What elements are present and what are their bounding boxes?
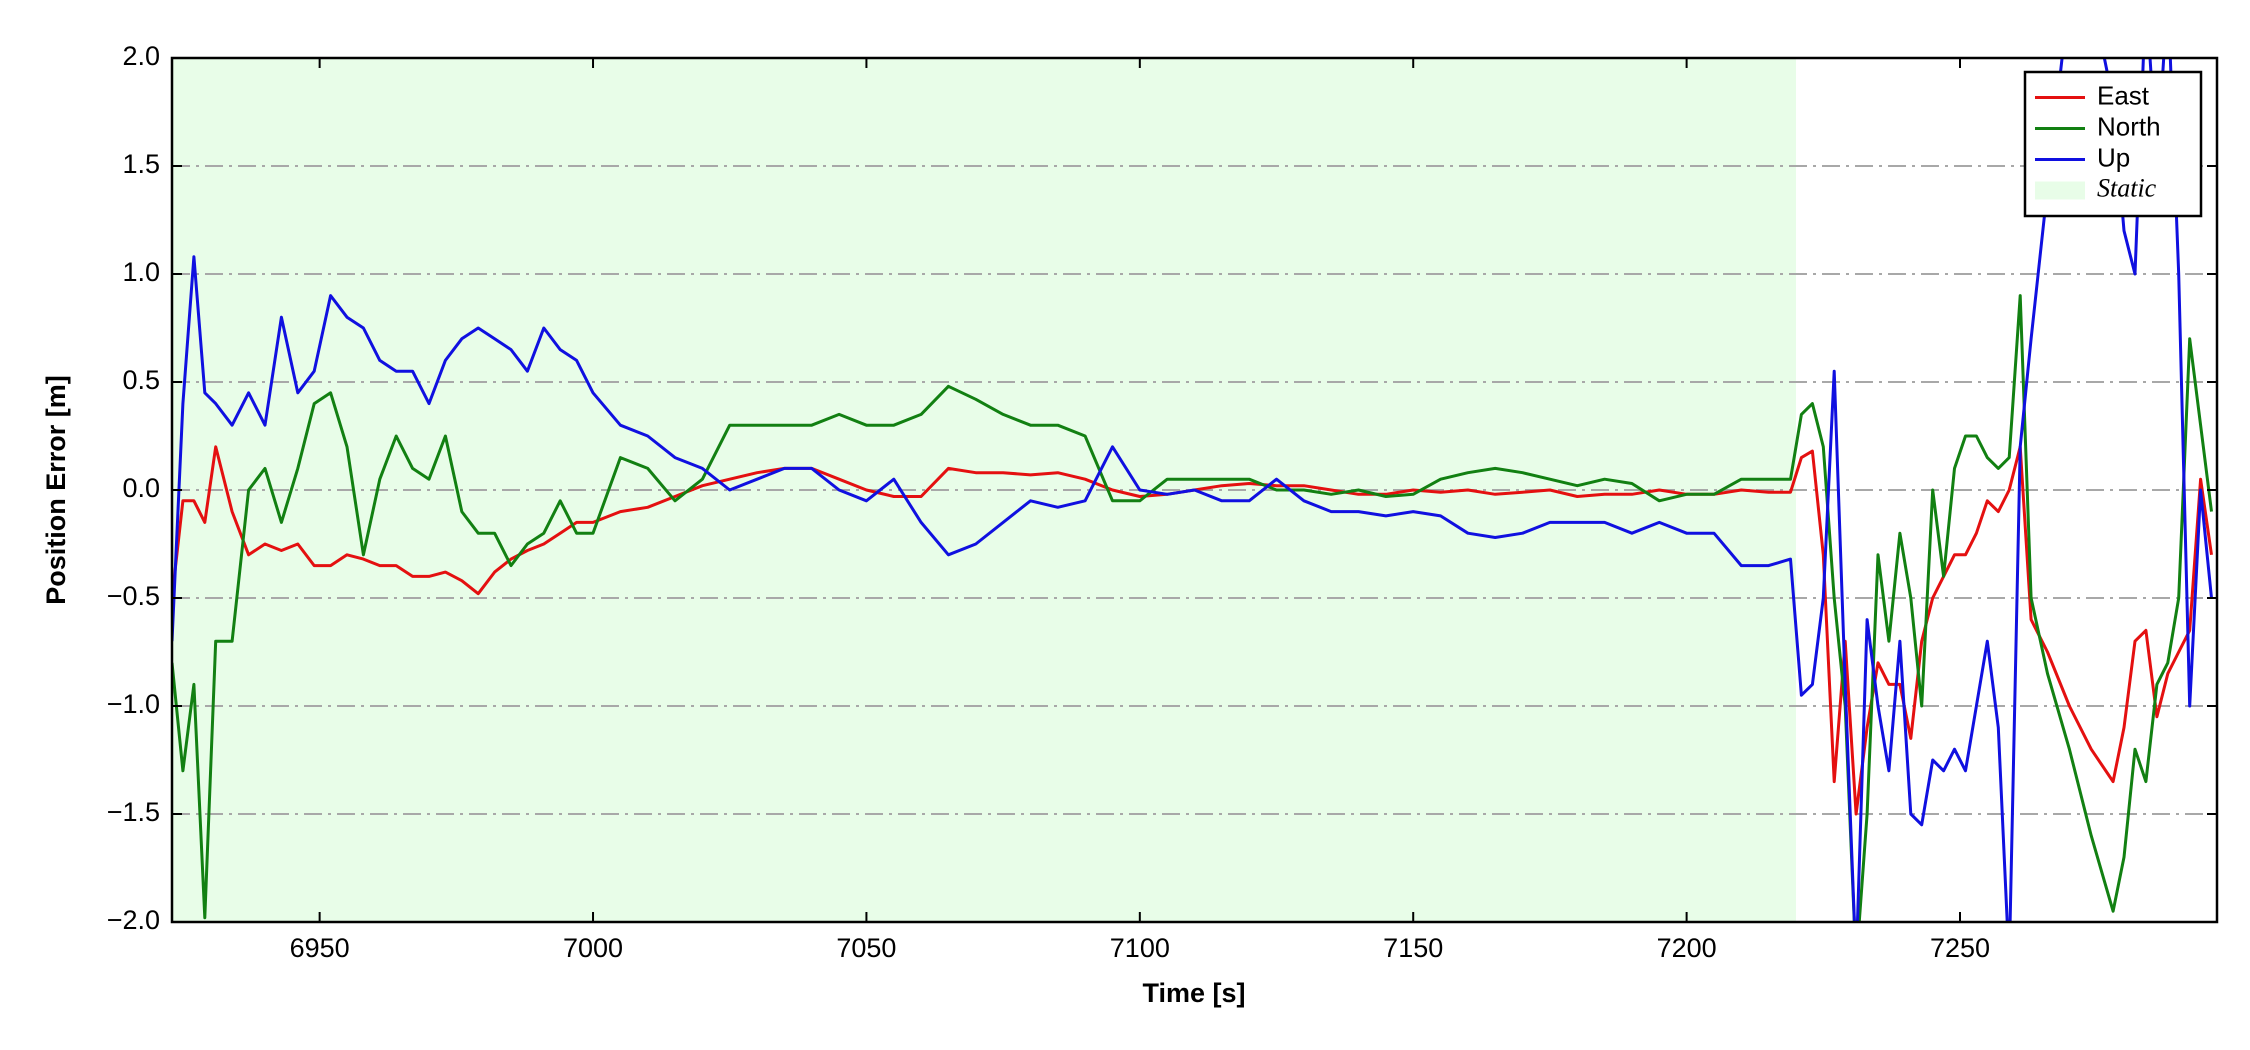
x-tick-label: 7000 — [563, 933, 623, 963]
y-tick-label: 0.5 — [122, 365, 160, 395]
series-line — [172, 58, 2213, 922]
y-tick-label: 2.0 — [122, 41, 160, 71]
series-line — [172, 294, 2213, 922]
x-tick-label: 7150 — [1383, 933, 1443, 963]
legend-label: Static — [2097, 173, 2157, 202]
x-tick-label: 7050 — [836, 933, 896, 963]
y-axis-label: Position Error [m] — [41, 375, 71, 605]
plot-frame — [170, 56, 2219, 924]
x-tick-label: 7100 — [1110, 933, 1170, 963]
plot-lines — [172, 58, 2213, 922]
plot-background — [172, 58, 2217, 922]
legend-label: East — [2097, 80, 2150, 110]
x-tick-label: 7250 — [1930, 933, 1990, 963]
y-tick-label: −1.0 — [107, 689, 160, 719]
y-tick-label: −1.5 — [107, 797, 160, 827]
y-tick-label: −0.5 — [107, 581, 160, 611]
x-axis-label: Time [s] — [1142, 978, 1245, 1008]
y-tick-label: 1.0 — [122, 257, 160, 287]
legend-label: Up — [2097, 142, 2130, 172]
x-tick-label: 7200 — [1657, 933, 1717, 963]
series-line — [172, 445, 2213, 816]
plot-foreground: −2.0 −1.5 −1.0 −0.5 0.0 0.5 1.0 1.5 2.0 6950 7000 7… — [107, 41, 2219, 963]
y-tick-label: 0.0 — [122, 473, 160, 503]
x-tick-label: 6950 — [290, 933, 350, 963]
y-tick-label: −2.0 — [107, 905, 160, 935]
legend-swatch — [2035, 181, 2085, 200]
legend-label: North — [2097, 111, 2161, 141]
y-tick-label: 1.5 — [122, 149, 160, 179]
